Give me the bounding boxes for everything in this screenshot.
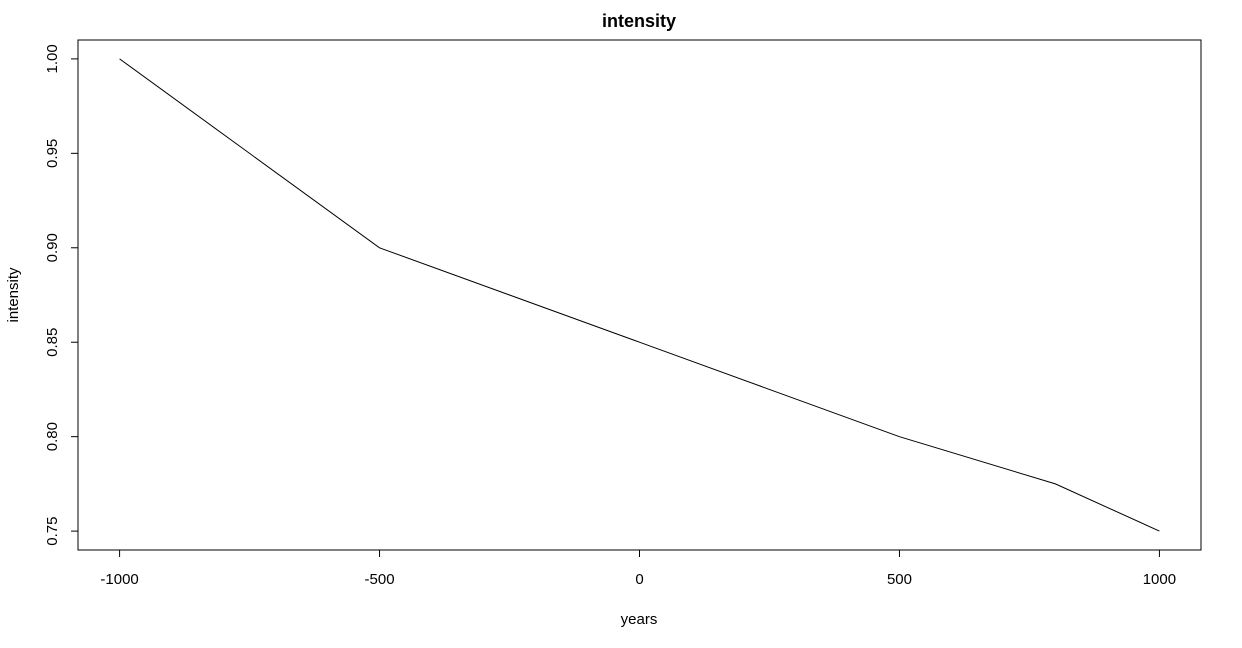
chart-title: intensity xyxy=(602,11,676,31)
x-tick-label: 500 xyxy=(887,571,912,588)
x-axis: -1000 -500 0 500 1000 xyxy=(100,549,1176,588)
intensity-series-line xyxy=(119,58,1160,532)
y-tick-label: 0.75 xyxy=(44,517,61,546)
x-tick-label: -500 xyxy=(365,571,395,588)
y-axis: 0.75 0.80 0.85 0.90 0.95 1.00 xyxy=(44,44,79,546)
y-axis-title: intensity xyxy=(5,267,22,323)
x-tick-label: 0 xyxy=(635,571,643,588)
y-tick-label: 0.95 xyxy=(44,139,61,168)
x-axis-title: years xyxy=(621,611,658,628)
y-tick-label: 1.00 xyxy=(44,44,61,73)
x-tick-label: 1000 xyxy=(1143,571,1176,588)
y-tick-label: 0.85 xyxy=(44,328,61,357)
y-tick-label: 0.80 xyxy=(44,422,61,451)
x-tick-label: -1000 xyxy=(100,571,138,588)
plot-frame xyxy=(77,39,1202,551)
y-tick-label: 0.90 xyxy=(44,233,61,262)
